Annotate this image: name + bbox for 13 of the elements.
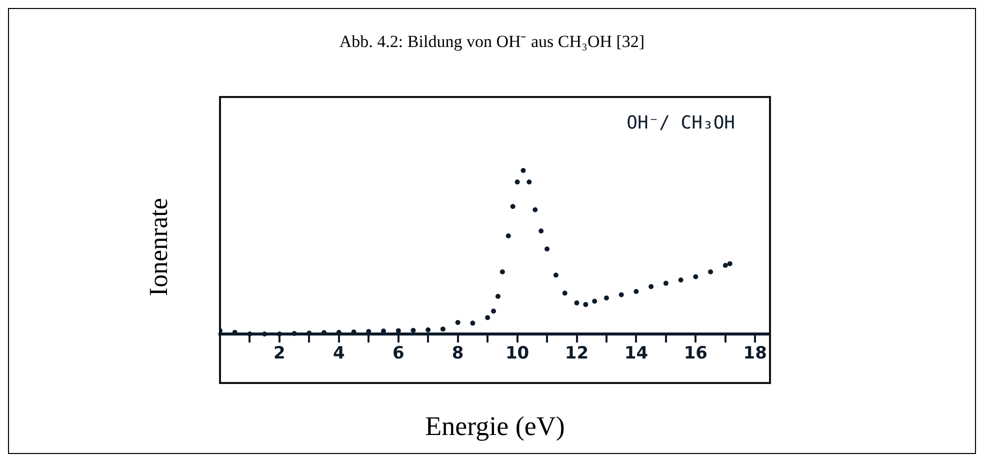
chart-title: Abb. 4.2: Bildung von OH⁻ aus CH₃OH [32]: [338, 31, 646, 52]
text: OH⁻/ CH₃OH: [626, 112, 735, 134]
x-tick-label: 6: [392, 344, 404, 364]
x-tick-label: 8: [452, 344, 464, 364]
x-tick-label: 16: [684, 344, 708, 364]
x-tick-label: 2: [274, 344, 286, 364]
y-axis-title: Ionenrate: [144, 198, 174, 296]
x-tick-label: 10: [505, 344, 530, 364]
x-tick-label: 14: [624, 344, 648, 364]
x-tick-label: 4: [332, 344, 345, 364]
x-tick-label: 12: [564, 344, 589, 364]
x-tick-label: 18: [743, 344, 767, 364]
x-axis-title: Energie (eV): [424, 411, 566, 442]
